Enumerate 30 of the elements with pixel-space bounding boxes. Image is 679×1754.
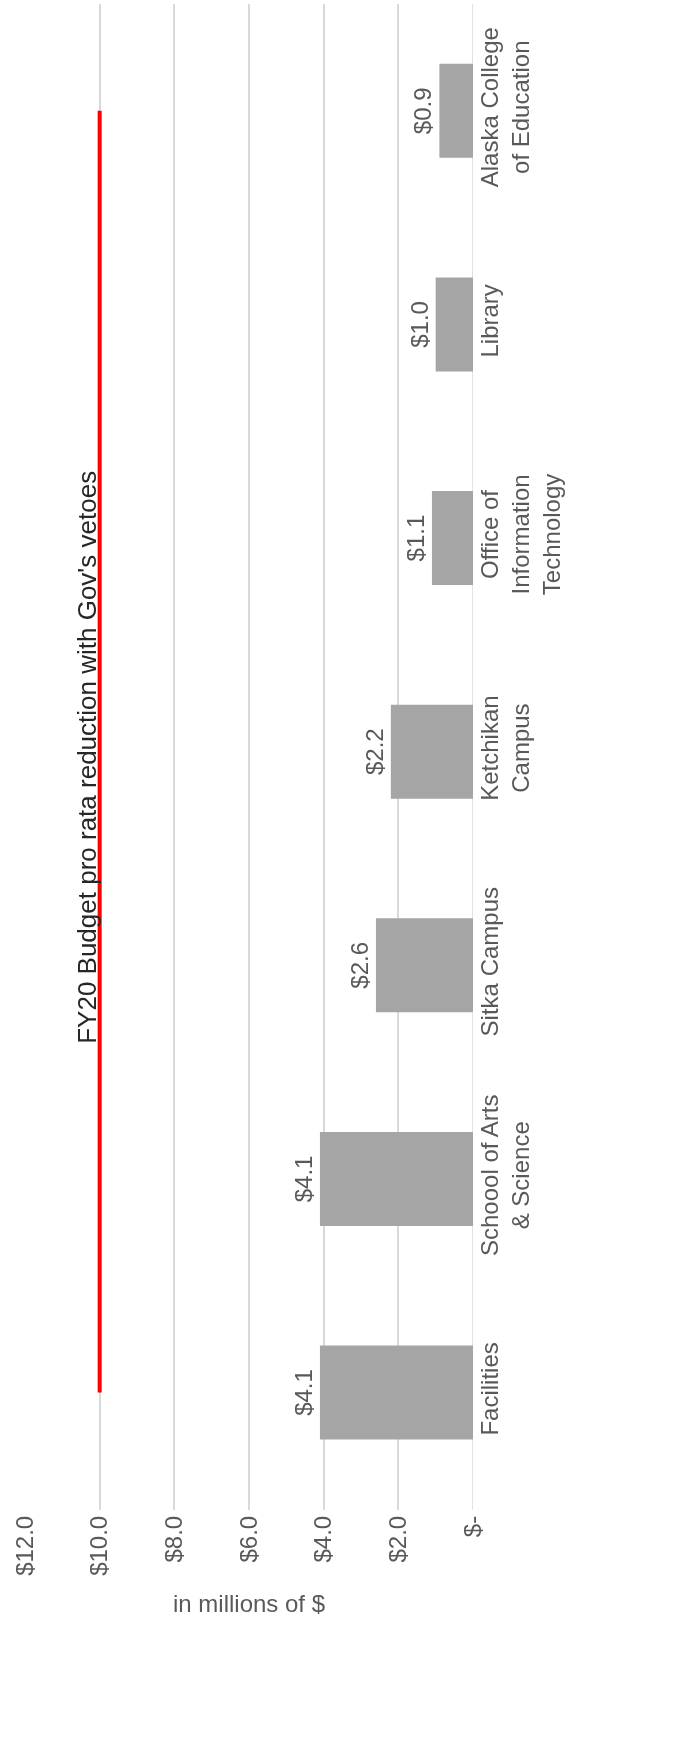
bar: [319, 1131, 473, 1226]
data-label: $2.6: [345, 941, 373, 989]
x-tick-label: $4.0: [309, 1515, 337, 1563]
x-tick-label: $2.0: [384, 1515, 412, 1563]
x-tick-label: $8.0: [160, 1515, 188, 1563]
y-tick-label: Office of Information Technology: [476, 473, 566, 596]
y-tick-label: Schoool of Arts & Science: [476, 1094, 535, 1257]
data-label: $1.0: [405, 301, 433, 348]
data-label: $4.1: [289, 1369, 317, 1416]
text: FY20 Budget pro rata reduction with Gov's vetoes: [71, 470, 102, 1044]
y-tick-label: Ketchikan Campus: [476, 695, 535, 801]
x-tick-label: $10.0: [85, 1515, 113, 1576]
bar: [375, 918, 473, 1013]
bar: [319, 1345, 473, 1440]
bar: [390, 704, 473, 799]
bar: [435, 277, 473, 372]
y-tick-label: Library: [476, 284, 503, 358]
bar: [431, 491, 473, 586]
x-tick-label: $-: [458, 1515, 486, 1538]
data-label: $2.2: [360, 728, 388, 776]
data-label: $0.9: [409, 87, 437, 135]
x-axis-title: in millions of $: [172, 1590, 326, 1618]
x-tick-label: $12.0: [10, 1515, 38, 1576]
data-label: $1.1: [401, 514, 429, 562]
y-tick-label: Facilities: [476, 1342, 503, 1436]
bar: [439, 63, 473, 158]
y-tick-label: Sitka Campus: [476, 886, 503, 1037]
x-tick-label: $6.0: [234, 1515, 262, 1563]
data-label: $4.1: [289, 1155, 317, 1203]
y-tick-label: Alaska College of Education: [476, 27, 535, 188]
